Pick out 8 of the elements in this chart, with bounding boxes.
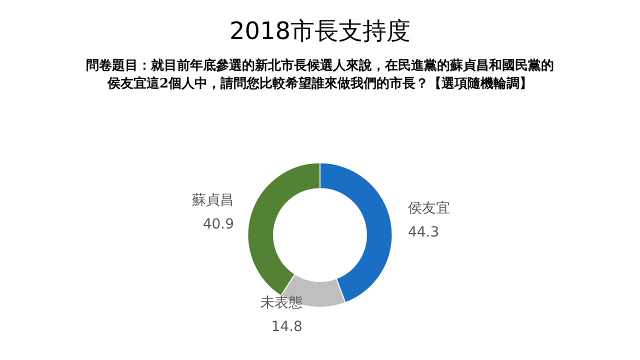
chart-title: 2018市長支持度 xyxy=(229,17,411,45)
slice-label: 未表態 xyxy=(260,294,302,311)
chart-subtitle: 問卷題目：就目前年底參選的新北市長候選人來說，在民進黨的蘇貞昌和國民黨的侯友宜這2個人中，請問您比較希望誰來做我們的市長？【選項隨機輪調】 xyxy=(86,58,554,92)
data-label: 40.9 xyxy=(202,216,234,232)
data-label: 44.3 xyxy=(408,224,440,241)
slice-label: 侯友宜 xyxy=(408,200,450,217)
slice-label: 蘇貞昌 xyxy=(192,192,234,208)
data-label: 14.8 xyxy=(271,318,302,335)
